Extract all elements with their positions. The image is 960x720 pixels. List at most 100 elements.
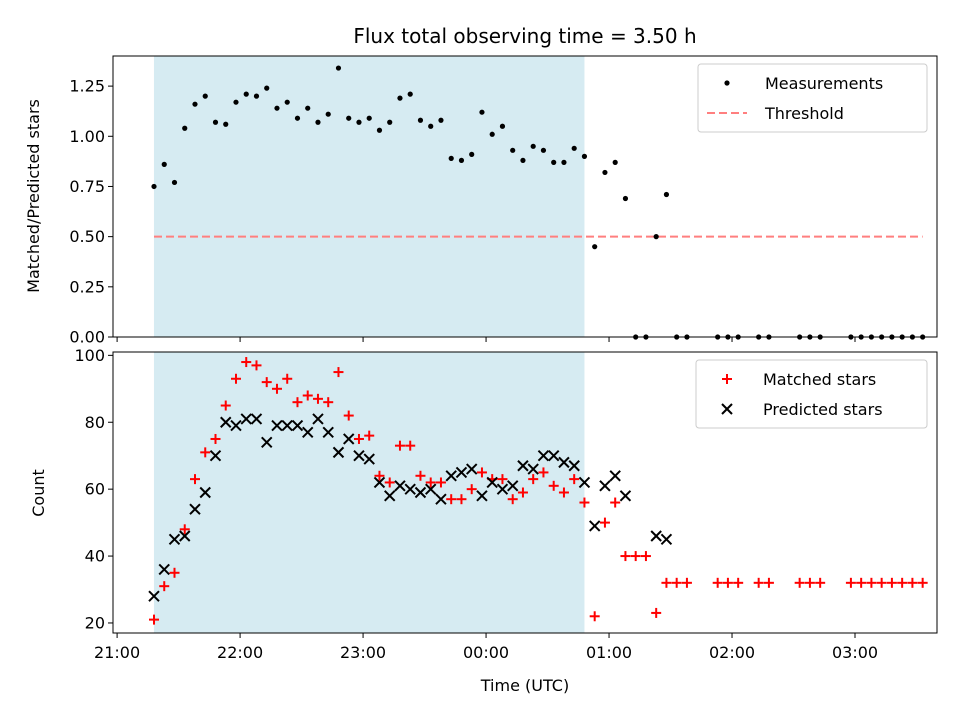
measurement-point: [561, 159, 567, 165]
matched-star-point: [876, 577, 887, 588]
measurement-point: [356, 119, 362, 125]
top-y-tick-label: 0.75: [69, 177, 105, 196]
matched-star-point: [446, 494, 457, 505]
legend-measurements-marker: [724, 80, 730, 86]
matched-star-point: [538, 467, 549, 478]
predicted-star-point: [465, 463, 478, 475]
legend-predicted-stars-marker: [721, 403, 733, 415]
measurement-point: [663, 191, 670, 198]
matched-star-point: [712, 577, 723, 588]
measurement-point: [438, 117, 444, 123]
measurement-point: [397, 95, 403, 101]
predicted-star-point: [537, 449, 550, 462]
top-y-tick-label: 0.50: [69, 227, 105, 246]
matched-star-point: [179, 524, 190, 535]
x-tick-label: 21:00: [94, 643, 140, 662]
matched-star-point: [507, 494, 518, 505]
matched-star-point: [630, 551, 641, 562]
top-panel: Flux total observing time = 3.50 h Match…: [24, 24, 938, 347]
measurement-point: [571, 145, 577, 151]
observing-window-shade-bottom: [153, 352, 585, 633]
matched-star-point: [415, 470, 426, 481]
legend-matched-stars-marker: [722, 374, 732, 384]
matched-star-point: [569, 474, 580, 485]
matched-star-point: [466, 484, 477, 495]
measurement-point: [428, 123, 434, 129]
measurement-point: [489, 131, 495, 137]
matched-star-point: [558, 487, 569, 498]
predicted-star-point: [353, 449, 365, 462]
matched-star-point: [343, 410, 354, 421]
x-tick-label: 01:00: [586, 643, 632, 662]
measurement-point: [305, 105, 311, 111]
x-tick-label: 02:00: [709, 643, 755, 662]
predicted-star-point: [158, 563, 170, 576]
matched-star-point: [333, 367, 344, 378]
measurement-point: [325, 111, 331, 117]
x-tick-label: 03:00: [832, 643, 878, 662]
predicted-star-point: [599, 480, 611, 492]
measurement-point: [264, 85, 270, 91]
matched-star-point: [394, 440, 405, 451]
measurement-point: [612, 159, 618, 165]
bottom-y-tick-label: 80: [85, 413, 105, 432]
top-y-ticks: 0.00 0.25 0.50 0.75 1.00 1.25: [69, 77, 113, 347]
matched-stars-points: [148, 357, 928, 625]
matched-star-point: [159, 581, 170, 592]
matched-star-point: [210, 433, 221, 444]
predicted-star-point: [302, 426, 314, 438]
legend-predicted-stars-label: Predicted stars: [763, 400, 883, 419]
measurement-point: [233, 99, 239, 105]
matched-star-point: [364, 430, 375, 441]
legend-threshold-label: Threshold: [764, 104, 844, 123]
matched-star-point: [753, 577, 764, 588]
matched-star-point: [897, 577, 908, 588]
measurement-point: [469, 151, 475, 157]
predicted-star-point: [506, 480, 519, 492]
matched-star-point: [323, 397, 334, 408]
x-tick-label: 23:00: [340, 643, 386, 662]
matched-star-point: [425, 477, 436, 488]
matched-star-point: [845, 577, 856, 588]
top-y-axis-label: Matched/Predicted stars: [24, 99, 43, 293]
predicted-star-point: [517, 460, 529, 472]
predicted-star-point: [343, 433, 355, 445]
bottom-y-tick-label: 20: [85, 613, 105, 632]
predicted-star-point: [414, 486, 427, 499]
matched-star-point: [548, 480, 559, 491]
bottom-axes-frame: [112, 351, 938, 634]
predicted-stars-points: [148, 413, 673, 602]
matched-star-point: [856, 577, 867, 588]
predicted-star-point: [445, 470, 457, 482]
matched-star-point: [804, 577, 815, 588]
predicted-star-point: [312, 413, 324, 425]
measurement-point: [387, 119, 393, 125]
measurement-point: [202, 93, 208, 99]
matched-star-point: [292, 397, 303, 408]
matched-star-point: [169, 567, 180, 578]
measurement-point: [540, 147, 547, 153]
predicted-star-point: [425, 483, 437, 495]
matched-star-point: [671, 577, 682, 588]
predicted-star-point: [558, 456, 570, 469]
top-y-tick-label: 0.00: [69, 328, 105, 347]
predicted-star-point: [168, 533, 181, 546]
measurement-point: [510, 147, 516, 153]
predicted-star-point: [650, 530, 662, 542]
top-y-tick-label: 1.25: [69, 77, 105, 96]
matched-star-point: [866, 577, 877, 588]
matched-star-point: [476, 467, 487, 478]
measurement-point: [182, 125, 188, 131]
top-legend: Measurements Threshold: [697, 63, 928, 133]
matched-star-point: [271, 383, 282, 394]
matched-star-point: [794, 577, 805, 588]
predicted-star-point: [240, 413, 252, 425]
measurement-point: [284, 99, 290, 105]
matched-star-point: [733, 577, 744, 588]
predicted-star-point: [332, 446, 345, 459]
matched-star-point: [302, 390, 313, 401]
matched-star-point: [241, 357, 252, 368]
predicted-star-point: [209, 449, 222, 462]
predicted-star-point: [476, 490, 488, 502]
matched-star-point: [148, 614, 159, 625]
